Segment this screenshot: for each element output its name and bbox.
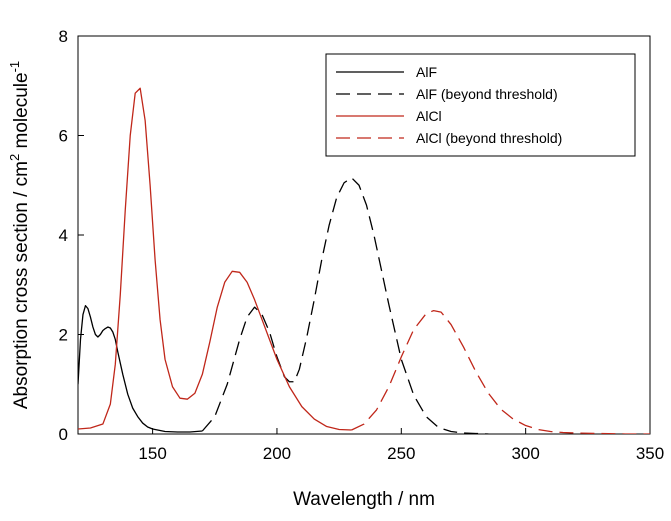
y-tick-label: 2 [59, 326, 68, 345]
series-group [78, 87, 650, 434]
x-tick-label: 350 [636, 444, 664, 463]
x-tick-label: 200 [263, 444, 291, 463]
x-axis: 150 200 250 300 350 [138, 428, 664, 463]
legend-label: AlCl (beyond threshold) [416, 130, 562, 146]
y-axis-title-main: Absorption cross section / cm [11, 161, 32, 409]
legend-label: AlF [416, 64, 437, 80]
legend-box [325, 53, 636, 157]
x-tick-label: 250 [387, 444, 415, 463]
legend-label: AlCl [416, 108, 442, 124]
y-axis-title-mid: molecule [11, 72, 32, 153]
y-tick-label: 8 [59, 27, 68, 46]
legend-label: AlF (beyond threshold) [416, 86, 558, 102]
y-axis-title-sup1: 2 [7, 154, 22, 161]
y-axis-title: Absorption cross section / cm2 molecule-… [7, 61, 32, 409]
y-tick-label: 6 [59, 127, 68, 146]
series-line-alcl [78, 87, 352, 431]
y-tick-label: 0 [59, 425, 68, 444]
y-axis: 0 2 4 6 8 [59, 27, 84, 444]
series-line-alf-beyond-threshold [201, 177, 489, 434]
legend: AlF AlF (beyond threshold) AlCl AlCl (beyon… [325, 53, 636, 157]
series-line-alf [78, 304, 203, 433]
x-tick-label: 300 [511, 444, 539, 463]
y-axis-title-sup2: -1 [7, 61, 22, 73]
x-axis-title: Wavelength / nm [293, 489, 435, 510]
series-line-alcl-beyond-threshold [351, 309, 650, 434]
x-tick-label: 150 [138, 444, 166, 463]
y-tick-label: 4 [59, 226, 68, 245]
